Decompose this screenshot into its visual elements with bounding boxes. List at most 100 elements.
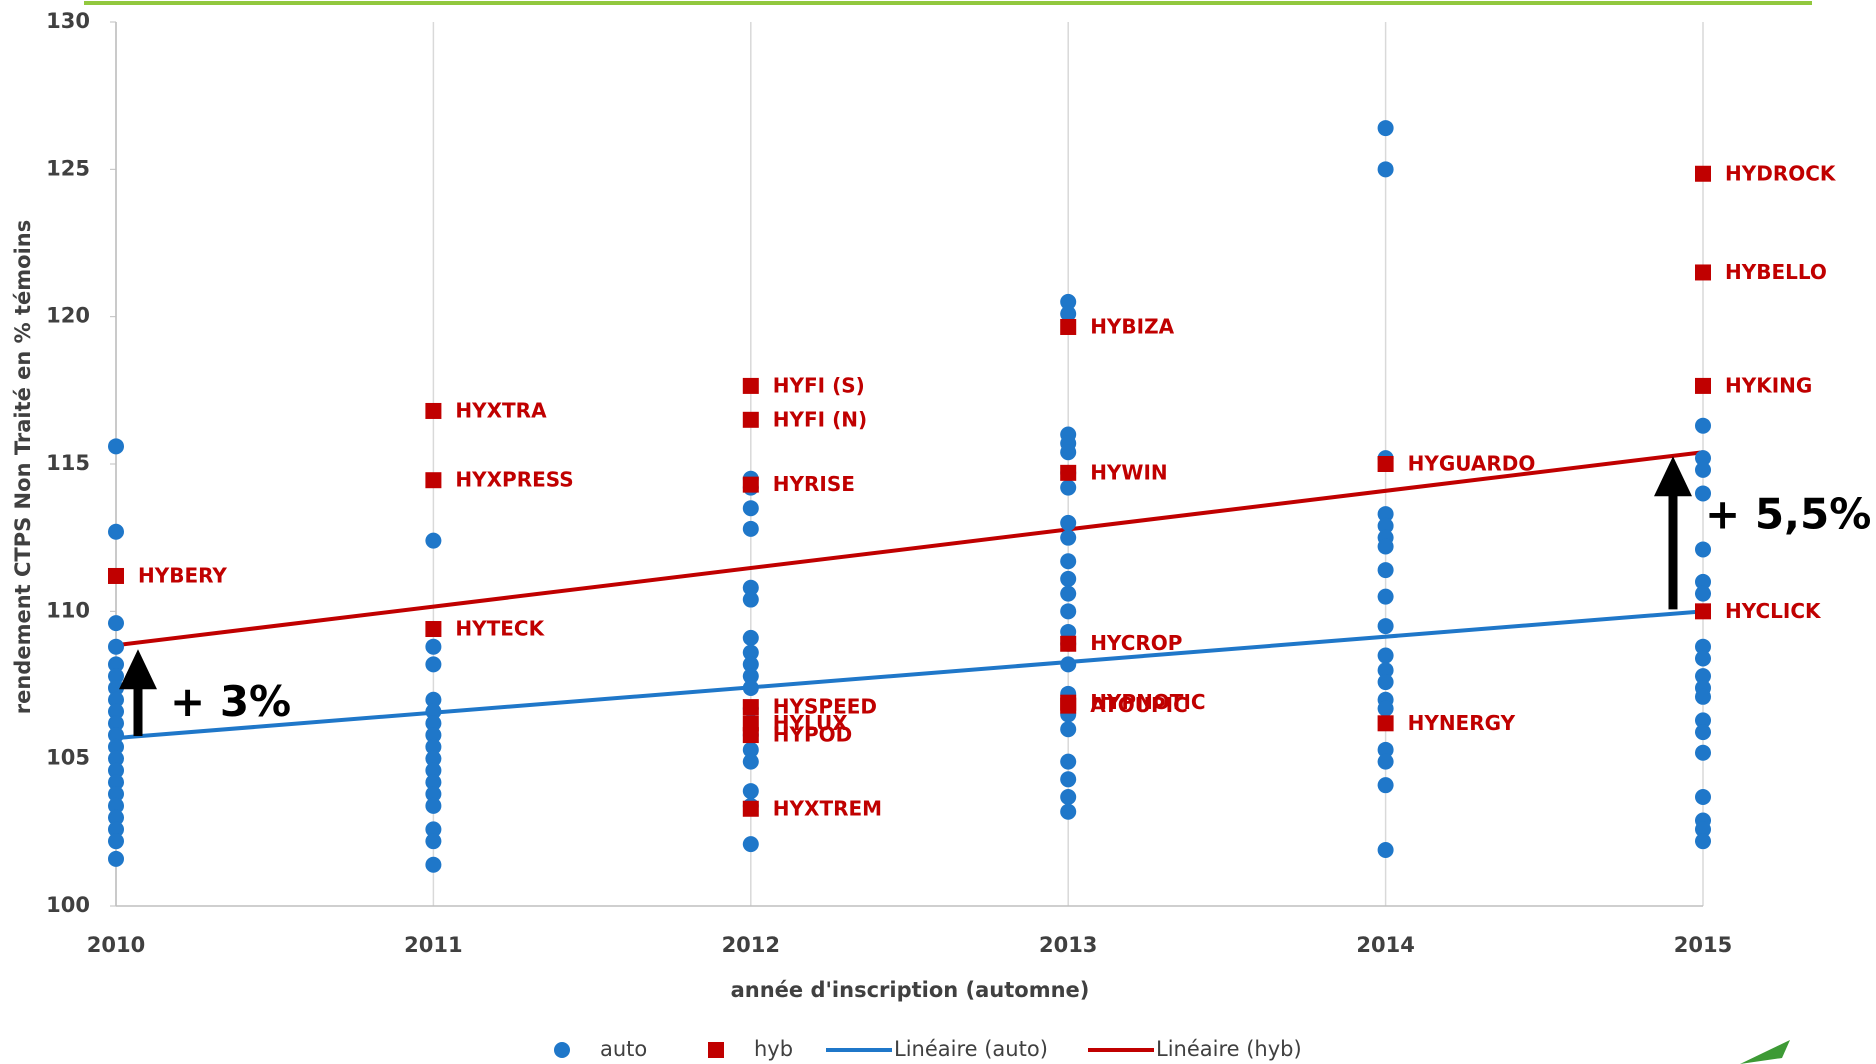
- x-tick-label: 2010: [87, 933, 145, 957]
- auto-point: [1377, 618, 1394, 635]
- auto-point: [1060, 753, 1077, 770]
- auto-point: [108, 715, 124, 732]
- hyb-point: [425, 621, 442, 638]
- hyb-point: [1060, 697, 1077, 714]
- point-label: HYBIZA: [1090, 314, 1174, 338]
- point-label: HYBERY: [138, 563, 227, 587]
- auto-point: [1377, 506, 1394, 523]
- legend-label: hyb: [754, 1037, 793, 1061]
- auto-point: [1060, 529, 1077, 546]
- point-label: HYFI (N): [773, 407, 867, 431]
- auto-point: [1060, 479, 1077, 496]
- auto-point: [108, 656, 124, 673]
- auto-point: [425, 821, 442, 838]
- hyb-point: [1695, 165, 1711, 182]
- auto-point: [1377, 662, 1394, 679]
- auto-point: [742, 591, 759, 608]
- auto-point: [1695, 688, 1711, 705]
- auto-point: [1060, 553, 1077, 570]
- point-label: HYRISE: [773, 472, 855, 496]
- auto-point: [425, 774, 442, 791]
- hyb-point: [742, 727, 759, 744]
- auto-point: [1695, 788, 1711, 805]
- auto-point: [1695, 450, 1711, 467]
- auto-point: [1377, 120, 1394, 137]
- point-label: HYPOD: [773, 723, 852, 747]
- auto-point: [742, 500, 759, 517]
- hyb-point: [108, 567, 124, 584]
- logo: [1740, 1040, 1790, 1064]
- x-tick-label: 2012: [722, 933, 780, 957]
- auto-point: [108, 738, 124, 755]
- auto-point: [108, 750, 124, 767]
- auto-point: [108, 809, 124, 826]
- auto-point: [1377, 700, 1394, 717]
- arrow-head: [119, 649, 157, 690]
- auto-point: [108, 615, 124, 632]
- hyb-point: [1377, 456, 1394, 472]
- x-axis-label: année d'inscription (automne): [731, 978, 1090, 1002]
- x-tick-label: 2013: [1039, 933, 1097, 957]
- auto-point: [742, 629, 759, 646]
- auto-point: [1060, 444, 1077, 461]
- auto-point: [108, 727, 124, 744]
- legend-label: auto: [600, 1037, 647, 1061]
- auto-point: [1060, 293, 1077, 310]
- auto-point: [108, 691, 124, 708]
- point-label: HYCROP: [1090, 631, 1182, 655]
- auto-point: [742, 579, 759, 596]
- auto-point: [425, 715, 442, 732]
- auto-point: [425, 656, 442, 673]
- point-label: HYSPEED: [773, 695, 877, 719]
- auto-point: [1060, 514, 1077, 531]
- legend-label: Linéaire (hyb): [1156, 1037, 1302, 1061]
- auto-point: [1377, 741, 1394, 758]
- auto-point: [1060, 585, 1077, 602]
- y-tick-label: 125: [46, 156, 90, 180]
- legend-swatch: [554, 1042, 570, 1058]
- auto-point: [1060, 803, 1077, 820]
- auto-point: [108, 786, 124, 803]
- auto-point: [108, 821, 124, 838]
- auto-point: [1377, 161, 1394, 178]
- auto-point: [108, 774, 124, 791]
- point-label: HYGUARDO: [1408, 452, 1536, 476]
- auto-point: [108, 679, 124, 696]
- auto-point: [108, 797, 124, 814]
- hyb-point: [1060, 464, 1077, 481]
- auto-point: [1060, 603, 1077, 620]
- point-label: HYXPRESS: [455, 468, 573, 492]
- auto-point: [1695, 585, 1711, 602]
- auto-point: [425, 856, 442, 873]
- arrow-head: [1654, 456, 1692, 497]
- hyb-point: [1695, 377, 1711, 394]
- y-tick-label: 100: [46, 893, 90, 917]
- hyb-point: [1060, 318, 1077, 335]
- hyb-point: [1695, 603, 1711, 620]
- x-tick-label: 2014: [1356, 933, 1414, 957]
- auto-point: [108, 850, 124, 867]
- auto-point: [108, 638, 124, 655]
- trend-line: [115, 609, 1704, 741]
- auto-point: [1060, 721, 1077, 738]
- auto-point: [742, 753, 759, 770]
- hyb-point: [425, 472, 442, 489]
- auto-point: [108, 703, 124, 720]
- point-label: HYCLICK: [1725, 599, 1822, 623]
- auto-point: [425, 786, 442, 803]
- auto-point: [1695, 485, 1711, 502]
- point-label: HYDROCK: [1725, 161, 1837, 185]
- auto-point: [1377, 562, 1394, 579]
- auto-point: [1695, 650, 1711, 667]
- auto-point: [1695, 712, 1711, 729]
- point-label: HYKING: [1725, 373, 1812, 397]
- auto-point: [1060, 305, 1077, 322]
- auto-point: [1377, 753, 1394, 770]
- legend-swatch: [708, 1042, 724, 1058]
- auto-point: [1695, 417, 1711, 434]
- y-tick-label: 115: [46, 451, 90, 475]
- auto-point: [742, 679, 759, 696]
- auto-point: [1377, 777, 1394, 794]
- hyb-point: [742, 377, 759, 394]
- auto-point: [1695, 744, 1711, 761]
